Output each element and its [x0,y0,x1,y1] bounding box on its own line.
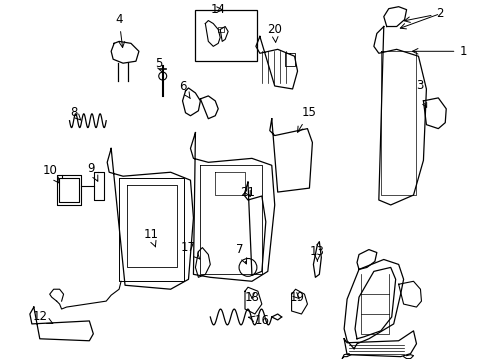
Text: 13: 13 [309,245,324,261]
Circle shape [159,72,166,80]
Text: 16: 16 [248,314,269,328]
Text: 8: 8 [70,106,81,120]
Text: 20: 20 [267,23,282,42]
Circle shape [239,258,256,276]
Text: 10: 10 [42,164,59,183]
Bar [218,27,224,32]
Text: 5: 5 [155,57,163,73]
Text: 6: 6 [179,81,190,99]
Text: 21: 21 [240,185,255,199]
Text: 14: 14 [210,3,225,16]
Bar [195,10,256,61]
Text: 9: 9 [87,162,98,181]
Text: 4: 4 [115,13,124,48]
Text: 19: 19 [289,291,305,303]
Text: 15: 15 [297,106,316,132]
Text: 7: 7 [236,243,246,264]
Text: 12: 12 [32,310,53,324]
Text: 17: 17 [181,241,200,259]
Text: 1: 1 [411,45,466,58]
Text: 2: 2 [404,7,443,22]
Text: 3: 3 [416,80,423,93]
Text: 18: 18 [244,291,259,303]
Text: 11: 11 [143,228,158,247]
